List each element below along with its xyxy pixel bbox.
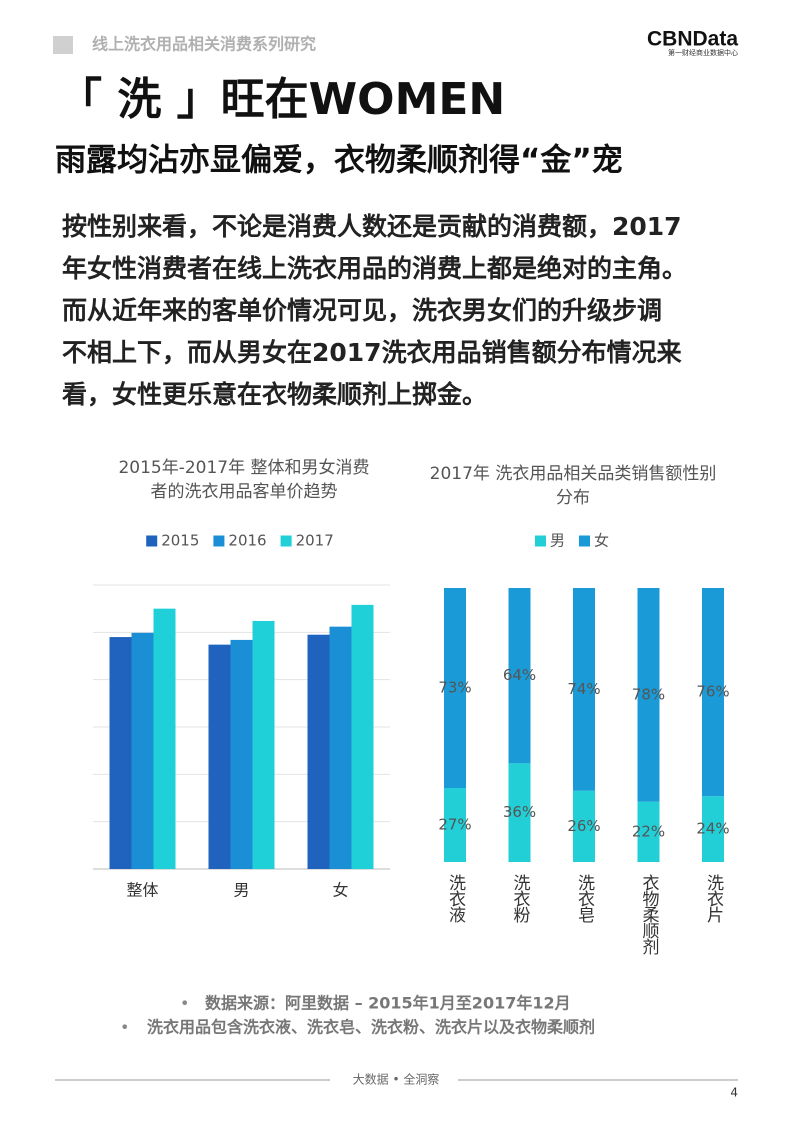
data-label: 64% — [503, 666, 536, 684]
legend-swatch — [280, 535, 292, 547]
note: 洗衣用品包含洗衣液、洗衣皂、洗衣粉、洗衣片以及衣物柔顺剂 — [147, 1018, 595, 1037]
body-line: 看，女性更乐意在衣物柔顺剂上掷金。 — [62, 380, 487, 409]
bar-segment — [637, 588, 660, 802]
bar — [252, 620, 275, 869]
bar-segment — [444, 588, 466, 789]
bar-segment — [508, 588, 531, 764]
body-line: 不相上下，而从男女在2017洗衣用品销售额分布情况来 — [62, 338, 683, 367]
chart-title: 2017年 洗衣用品相关品类销售额性别分布 — [429, 464, 717, 508]
bar — [153, 608, 176, 869]
bar-segment — [702, 796, 724, 862]
data-label: 22% — [632, 822, 665, 840]
data-label: 24% — [696, 820, 729, 838]
bar — [351, 604, 374, 869]
page-number: 4 — [730, 1086, 738, 1100]
body-line: 年女性消费者在线上洗衣用品的消费上都是绝对的主角。 — [62, 254, 687, 283]
header-title: 线上洗衣用品相关消费系列研究 — [92, 35, 316, 54]
bar — [208, 644, 231, 869]
x-tick-label: 整体 — [126, 881, 158, 900]
data-label: 76% — [696, 683, 729, 701]
bar-segment — [573, 790, 595, 862]
x-tick-label: 女 — [332, 881, 348, 900]
bar-segment — [508, 763, 531, 862]
x-tick-label: 洗衣片 — [703, 874, 724, 923]
legend-label: 2016 — [228, 532, 266, 550]
note: 数据来源：阿里数据 – 2015年1月至2017年12月 — [205, 994, 571, 1013]
bar — [109, 637, 132, 869]
header-square — [53, 36, 73, 54]
legend-swatch — [213, 535, 225, 547]
x-tick-label: 衣物柔顺剂 — [639, 874, 660, 956]
bar-segment — [637, 801, 660, 862]
legend-label: 2015 — [161, 532, 199, 550]
x-tick-label: 男 — [233, 881, 249, 900]
footer-tagline: 大数据 • 全洞察 — [353, 1072, 440, 1087]
bar-segment — [702, 588, 724, 797]
data-label: 27% — [438, 816, 471, 834]
x-tick-label: 洗衣粉 — [510, 874, 531, 923]
body-line: 而从近年来的客单价情况可见，洗衣男女们的升级步调 — [62, 296, 662, 325]
legend-swatch — [146, 535, 158, 547]
legend-label: 女 — [594, 532, 609, 550]
bullet: • — [120, 1018, 129, 1037]
data-label: 36% — [503, 803, 536, 821]
legend-label: 2017 — [296, 532, 334, 550]
logo-subtitle: 第一财经商业数据中心 — [668, 48, 738, 57]
data-label: 78% — [632, 685, 665, 703]
legend-label: 男 — [550, 532, 565, 550]
x-tick-label: 洗衣皂 — [574, 874, 595, 923]
chart-title: 2015年-2017年 整体和男女消费者的洗衣用品客单价趋势 — [118, 458, 370, 502]
bar — [307, 634, 330, 869]
logo: CBNData — [647, 28, 738, 51]
bar-segment — [444, 788, 466, 862]
page-title: 「 洗 」旺在WOMEN — [58, 74, 505, 125]
body-text: 按性别来看，不论是消费人数还是贡献的消费额，2017 年女性消费者在线上洗衣用品的… — [62, 212, 687, 409]
bar — [131, 632, 154, 869]
bullet: • — [180, 994, 189, 1013]
data-label: 74% — [567, 680, 600, 698]
x-tick-label: 洗衣液 — [445, 874, 466, 923]
body-line: 按性别来看，不论是消费人数还是贡献的消费额，2017 — [62, 212, 682, 241]
legend-swatch — [534, 535, 546, 547]
data-label: 73% — [438, 679, 471, 697]
bar — [230, 639, 253, 869]
legend-swatch — [579, 535, 590, 547]
page-subtitle: 雨露均沾亦显偏爱，衣物柔顺剂得“金”宠 — [55, 143, 623, 179]
data-label: 26% — [567, 817, 600, 835]
bar-segment — [573, 588, 595, 791]
bar — [329, 626, 352, 869]
